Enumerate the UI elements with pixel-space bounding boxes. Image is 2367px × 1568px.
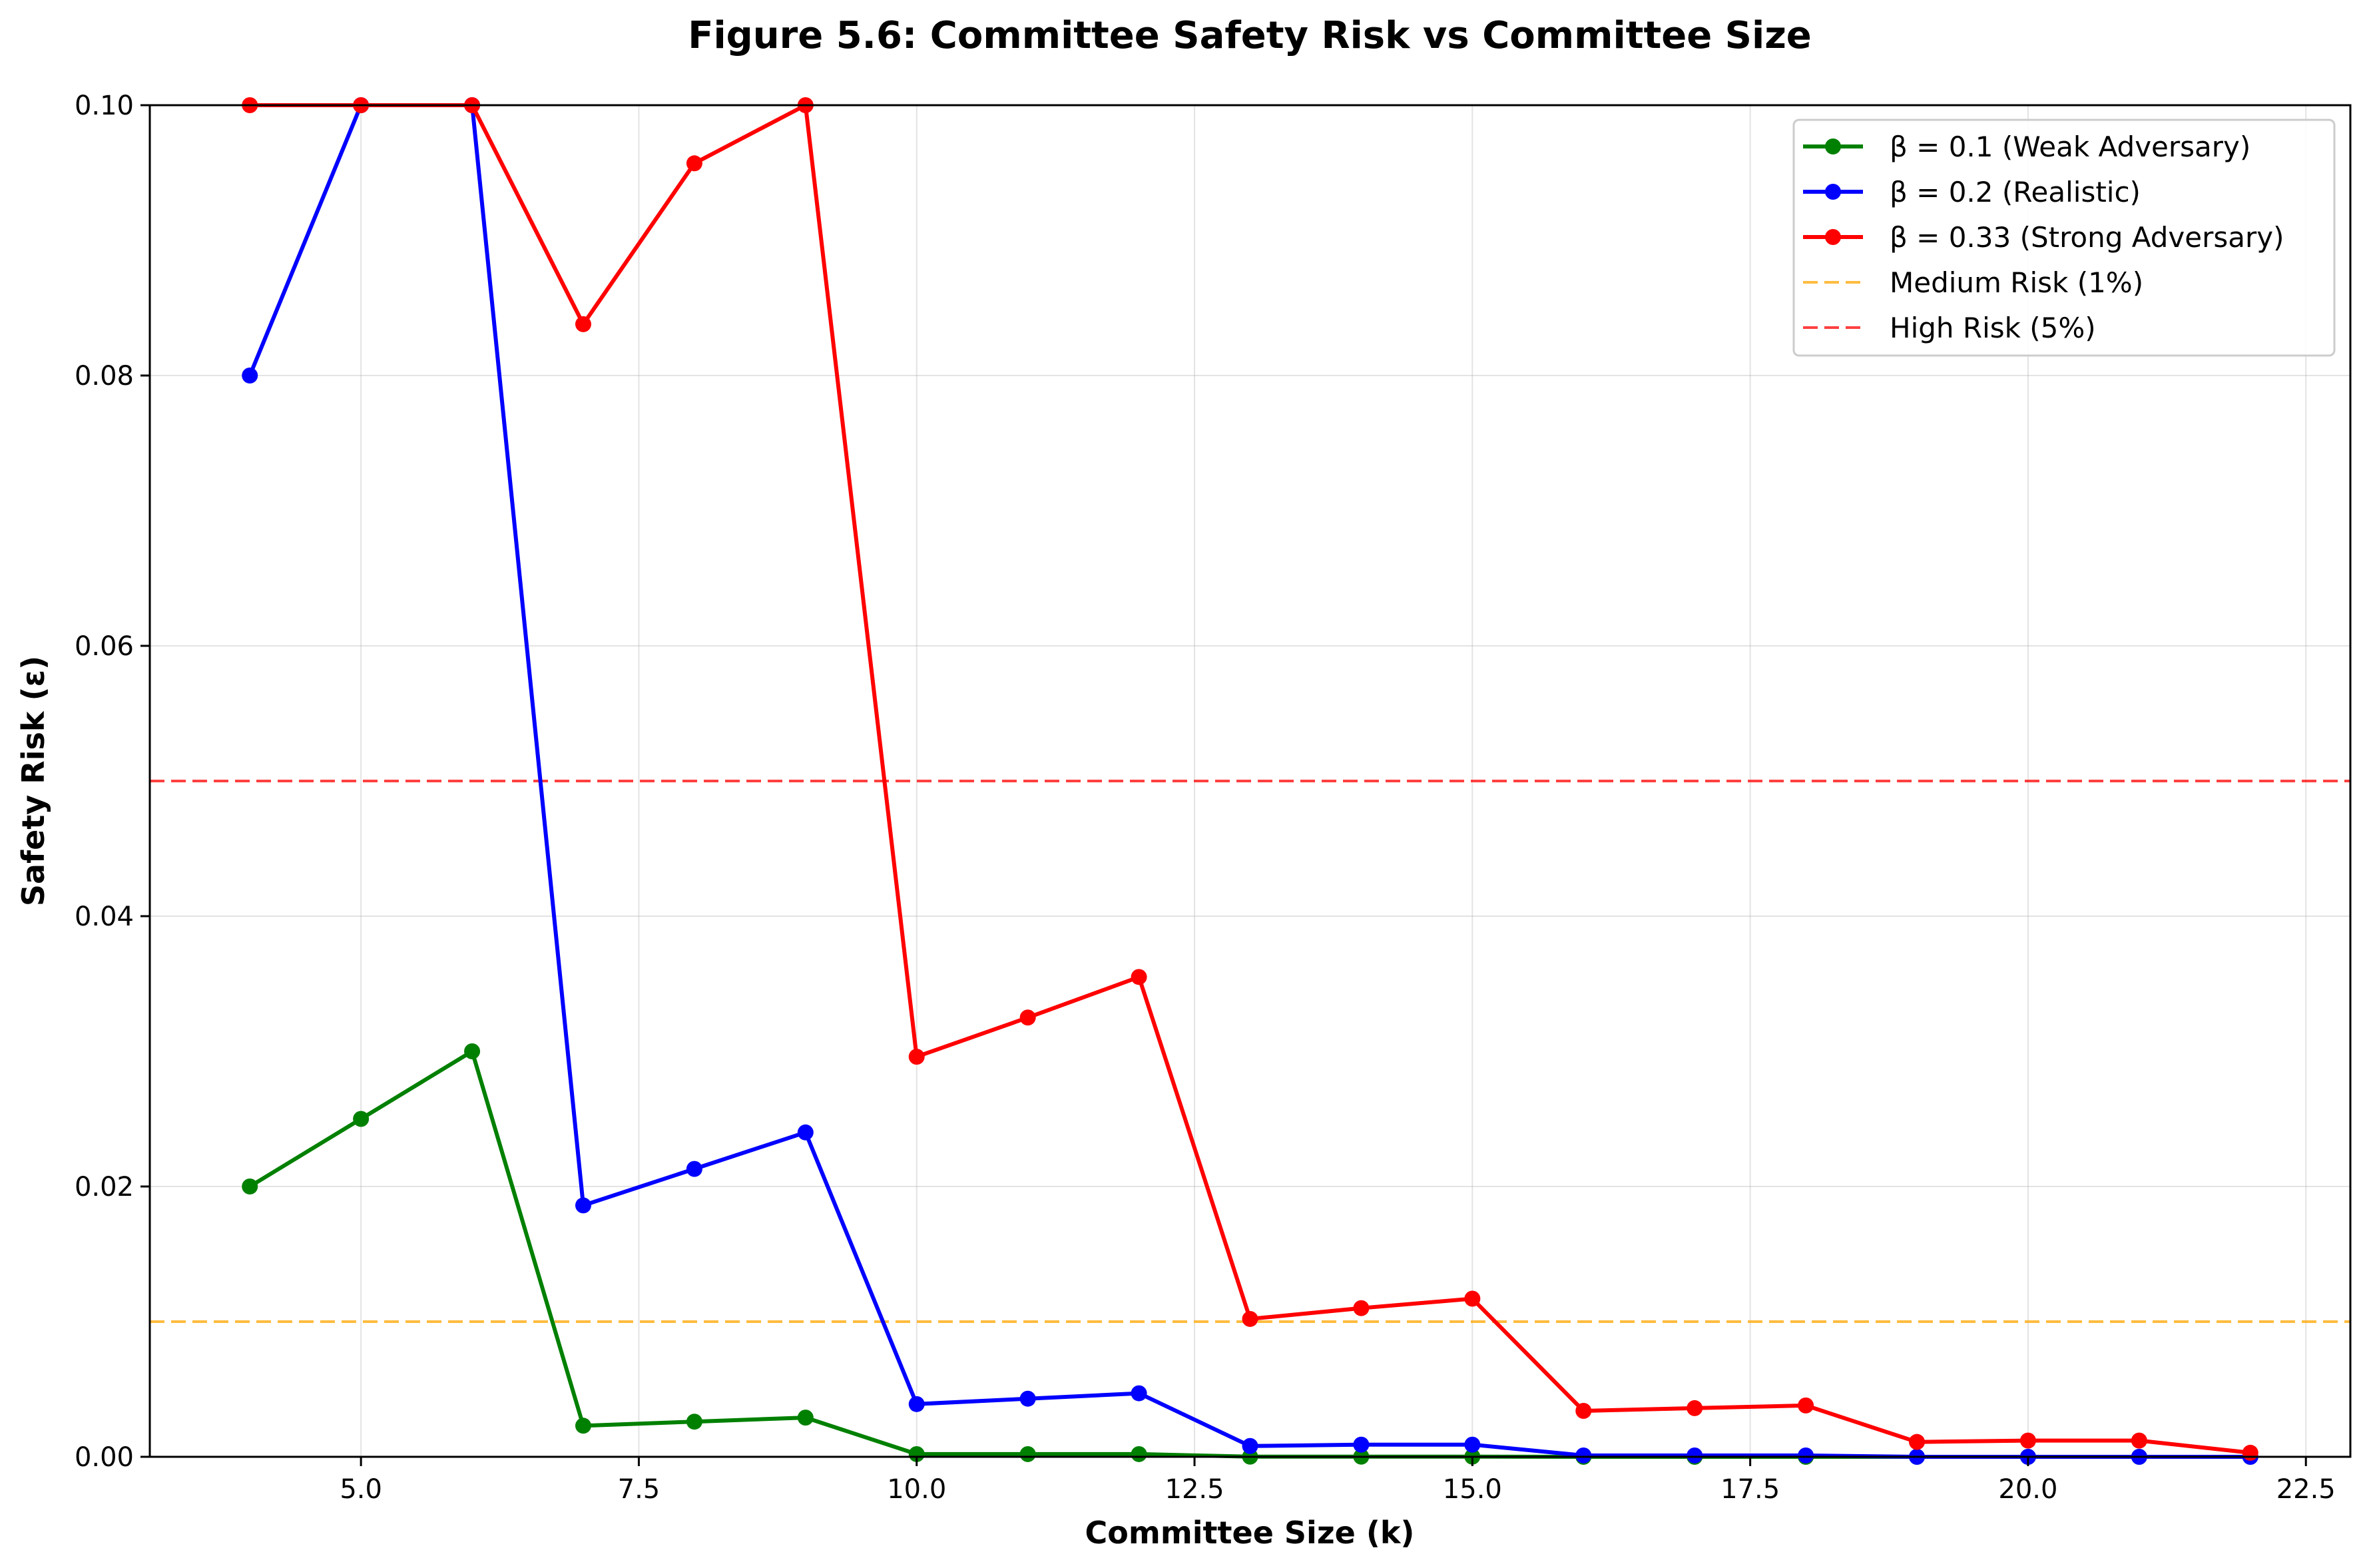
data-point [1909, 1434, 1926, 1450]
data-point [686, 1161, 702, 1177]
x-axis-label: Committee Size (k) [1085, 1515, 1415, 1551]
legend-box [1792, 119, 2336, 357]
data-point [2019, 1432, 2036, 1449]
data-point [1131, 969, 1147, 985]
data-point [575, 316, 591, 332]
y-tick-label: 0.08 [75, 361, 134, 392]
x-tick-label: 15.0 [1443, 1474, 1502, 1505]
x-axis-ticks: 5.0 7.5 10.0 12.5 15.0 17.5 20.0 22.5 [340, 1457, 2336, 1505]
y-axis-label: Safety Risk (ε) [15, 656, 51, 906]
data-point [1575, 1402, 1592, 1419]
data-point [1242, 1310, 1258, 1327]
data-point [2242, 1444, 2258, 1461]
legend-marker [1825, 184, 1841, 200]
data-point [1131, 1385, 1147, 1402]
data-point [1019, 1445, 1036, 1462]
y-tick-label: 0.10 [75, 91, 134, 121]
x-tick-label: 22.5 [2276, 1474, 2336, 1505]
series [242, 97, 2258, 1461]
legend-label: Medium Risk (1%) [1890, 266, 2143, 299]
data-point [1798, 1397, 1814, 1414]
x-tick-label: 7.5 [618, 1474, 660, 1505]
data-point [1575, 1447, 1592, 1463]
legend-label: β = 0.1 (Weak Adversary) [1890, 131, 2250, 163]
data-point [686, 155, 702, 172]
data-point [1687, 1400, 1703, 1416]
x-tick-label: 17.5 [1720, 1474, 1780, 1505]
data-point [2131, 1432, 2147, 1449]
data-point [797, 1410, 814, 1426]
data-point [797, 1124, 814, 1141]
data-point [1242, 1437, 1258, 1454]
y-tick-label: 0.00 [75, 1442, 134, 1473]
data-point [1464, 1436, 1481, 1453]
legend: β = 0.1 (Weak Adversary) β = 0.2 (Realist… [1792, 119, 2336, 357]
data-point [1464, 1290, 1481, 1307]
y-tick-label: 0.04 [75, 902, 134, 932]
x-tick-label: 20.0 [1998, 1474, 2057, 1505]
data-point [1353, 1300, 1370, 1316]
data-point [242, 368, 258, 384]
x-tick-label: 12.5 [1165, 1474, 1224, 1505]
legend-label: β = 0.2 (Realistic) [1890, 176, 2141, 208]
data-point [908, 1049, 925, 1065]
y-tick-label: 0.02 [75, 1172, 134, 1202]
legend-label: High Risk (5%) [1890, 312, 2096, 344]
data-point [1353, 1436, 1370, 1453]
data-point [353, 1111, 370, 1127]
data-point [575, 1197, 591, 1214]
y-axis-ticks: 0.00 0.02 0.04 0.06 0.08 0.10 [75, 91, 150, 1473]
x-tick-label: 5.0 [340, 1474, 382, 1505]
plot-frame [148, 104, 2352, 1458]
x-tick-label: 10.0 [887, 1474, 946, 1505]
data-point [1019, 1390, 1036, 1407]
data-point [1131, 1445, 1147, 1462]
data-point [686, 1414, 702, 1430]
data-point [575, 1418, 591, 1434]
y-tick-label: 0.06 [75, 631, 134, 662]
data-point [1798, 1447, 1814, 1463]
data-point [1019, 1009, 1036, 1026]
legend-marker [1825, 138, 1841, 154]
legend-label: β = 0.33 (Strong Adversary) [1890, 221, 2284, 254]
data-point [464, 1043, 481, 1059]
data-point [908, 1396, 925, 1412]
data-point [1687, 1447, 1703, 1463]
chart-title: Figure 5.6: Committee Safety Risk vs Com… [688, 14, 1812, 57]
data-point [242, 1178, 258, 1194]
data-point [908, 1445, 925, 1462]
legend-marker [1825, 229, 1841, 245]
